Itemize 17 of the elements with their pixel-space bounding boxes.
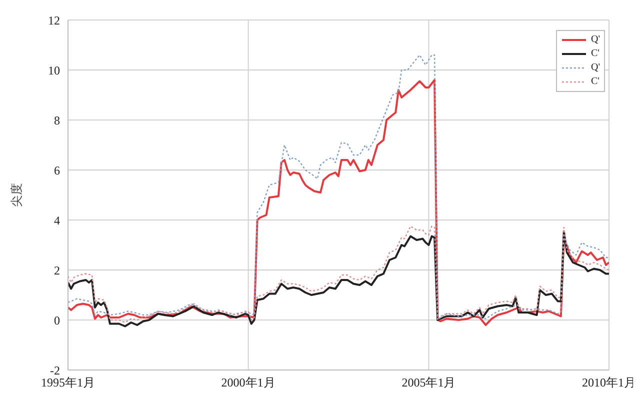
legend-label: Q' xyxy=(590,61,600,75)
y-tick-label: 2 xyxy=(54,263,60,278)
x-tick-label: 2010年1月 xyxy=(582,376,636,390)
y-tick-label: 10 xyxy=(48,63,60,78)
y-tick-label: 4 xyxy=(54,213,60,228)
y-tick-label: 6 xyxy=(54,163,60,178)
x-tick-label: 2005年1月 xyxy=(402,376,456,390)
y-tick-label: -2 xyxy=(50,363,60,378)
legend-label: C' xyxy=(590,75,600,89)
legend-label: Q' xyxy=(590,33,600,47)
y-tick-label: 8 xyxy=(54,113,60,128)
y-axis-title: 尖度 xyxy=(9,183,24,207)
y-tick-label: 0 xyxy=(54,313,60,328)
legend-label: C' xyxy=(590,47,600,61)
x-tick-label: 2000年1月 xyxy=(221,376,276,390)
y-tick-label: 12 xyxy=(48,13,60,28)
x-tick-label: 1995年1月 xyxy=(41,376,95,390)
